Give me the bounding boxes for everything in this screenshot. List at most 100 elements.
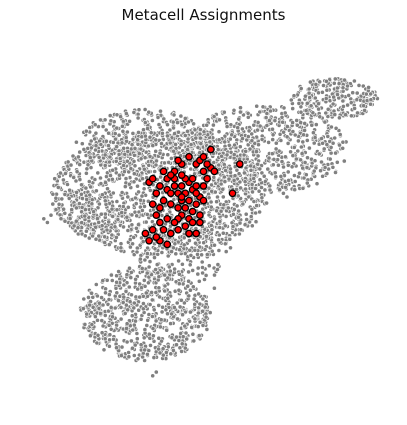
background-cell-point: [288, 97, 294, 103]
background-cell-point: [86, 235, 92, 241]
metacell-member-point: [156, 204, 164, 212]
background-cell-point: [270, 126, 275, 132]
background-cell-point: [345, 102, 350, 108]
background-cell-point: [150, 326, 156, 331]
metacell-member-point: [152, 189, 161, 198]
background-cell-point: [267, 187, 273, 193]
background-cell-point: [284, 134, 290, 140]
background-cell-point: [96, 233, 102, 239]
background-cell-point: [236, 116, 242, 122]
background-cell-point: [150, 207, 156, 213]
background-cell-point: [146, 264, 152, 270]
background-cell-point: [114, 234, 119, 240]
background-cell-point: [278, 138, 284, 143]
background-cell-point: [340, 104, 346, 109]
background-cell-point: [296, 101, 302, 106]
background-cell-point: [183, 309, 188, 315]
background-cell-point: [209, 248, 215, 254]
background-cell-point: [265, 166, 271, 172]
background-cell-point: [334, 159, 340, 165]
background-cell-point: [335, 92, 340, 97]
background-cell-point: [320, 140, 325, 146]
background-cell-point: [220, 230, 226, 236]
background-cell-point: [121, 224, 126, 230]
metacell-member-point: [181, 222, 190, 231]
background-cell-point: [292, 132, 298, 138]
background-cell-point: [93, 147, 98, 153]
background-cell-point: [222, 223, 228, 229]
background-cell-point: [343, 112, 348, 118]
background-cell-point: [139, 193, 145, 199]
background-cell-point: [220, 194, 226, 200]
background-cell-point: [165, 253, 171, 259]
background-cell-point: [259, 170, 265, 176]
background-cell-point: [303, 108, 309, 113]
background-cell-point: [182, 345, 188, 351]
background-cell-point: [162, 160, 167, 166]
background-cell-point: [368, 91, 374, 97]
background-cell-point: [253, 210, 258, 216]
metacell-member-point: [196, 218, 204, 227]
background-cell-point: [172, 266, 177, 272]
background-cell-point: [135, 141, 141, 147]
background-cell-point: [132, 342, 138, 348]
background-cell-point: [119, 210, 125, 215]
background-cell-point: [191, 338, 197, 344]
background-cell-point: [116, 269, 121, 274]
metacell-member-point: [148, 174, 157, 183]
background-cell-point: [123, 288, 129, 294]
background-cell-point: [100, 192, 105, 198]
background-cell-point: [152, 255, 157, 260]
background-cell-point: [62, 191, 68, 197]
background-cell-point: [249, 181, 255, 187]
background-cell-point: [352, 106, 357, 111]
background-cell-point: [212, 216, 217, 222]
background-cell-point: [83, 128, 89, 134]
background-cell-point: [246, 128, 252, 134]
background-cell-point: [189, 130, 195, 136]
background-cell-point: [324, 142, 330, 147]
background-cell-point: [100, 323, 106, 329]
background-cell-point: [165, 295, 171, 301]
background-cell-point: [232, 173, 238, 179]
background-cell-point: [310, 110, 316, 116]
background-cell-point: [121, 294, 127, 300]
background-cell-point: [207, 139, 213, 145]
background-cell-point: [89, 290, 94, 296]
background-cell-point: [159, 130, 165, 136]
background-cell-point: [148, 130, 154, 136]
background-cell-point: [291, 173, 297, 178]
background-cell-point: [69, 207, 75, 212]
background-cell-point: [311, 168, 317, 174]
background-cell-point: [356, 83, 362, 88]
background-cell-point: [147, 335, 153, 341]
background-cell-point: [176, 258, 181, 264]
background-cell-point: [285, 140, 291, 146]
background-cell-point: [348, 113, 354, 119]
background-cell-point: [99, 295, 104, 300]
background-cell-point: [140, 176, 145, 182]
background-cell-point: [97, 201, 102, 207]
background-cell-point: [130, 327, 136, 333]
background-cell-point: [168, 223, 173, 229]
background-cell-point: [200, 308, 205, 314]
background-cell-point: [123, 135, 129, 140]
background-cell-point: [289, 164, 295, 170]
background-cell-point: [255, 120, 261, 125]
background-cell-point: [153, 137, 159, 143]
background-cell-point: [230, 224, 236, 229]
background-cell-point: [159, 338, 164, 344]
background-cell-point: [76, 154, 81, 160]
background-cell-point: [106, 219, 112, 225]
metacell-member-point: [166, 229, 175, 238]
background-cell-point: [154, 158, 159, 164]
background-cell-point: [133, 225, 139, 231]
background-cell-point: [117, 156, 123, 161]
background-cell-point: [70, 153, 76, 159]
background-cell-point: [259, 195, 265, 201]
background-cell-point: [48, 212, 54, 218]
background-cell-point: [93, 282, 99, 287]
background-cell-point: [144, 270, 150, 276]
background-cell-point: [127, 118, 133, 124]
